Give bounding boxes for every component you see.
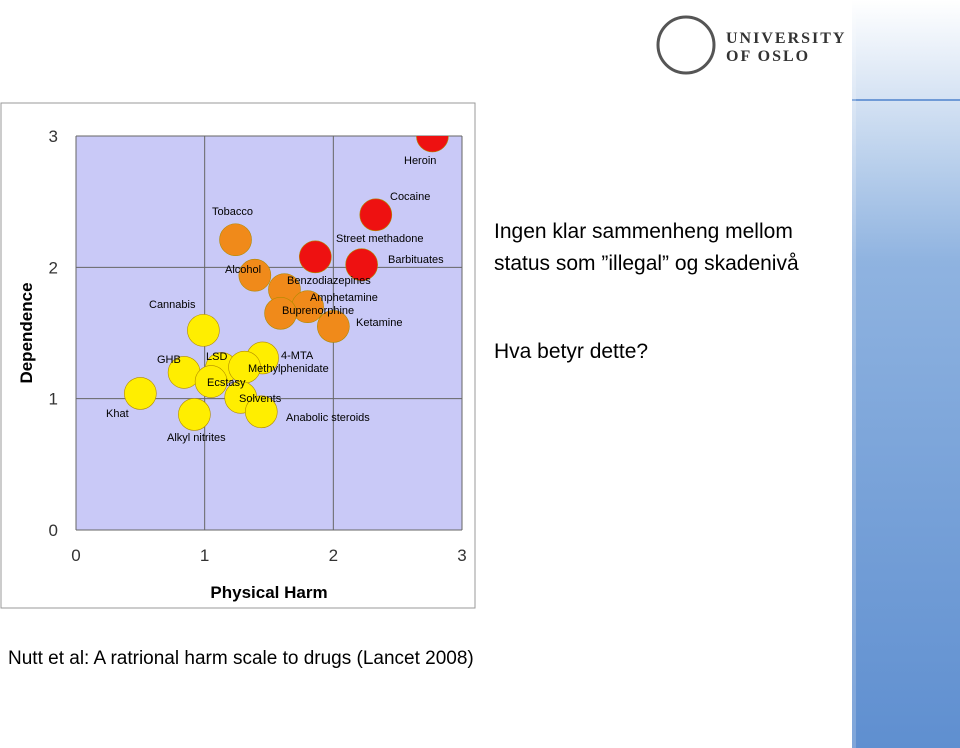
point <box>299 240 332 274</box>
point-label: Street methadone <box>336 233 423 245</box>
y-axis-label: Dependence <box>17 282 36 383</box>
point <box>345 248 378 282</box>
point-label: Methylphenidate <box>248 363 329 375</box>
point-label: Solvents <box>239 393 282 405</box>
point-label: Cannabis <box>149 299 196 311</box>
point-label: Barbituates <box>388 254 444 266</box>
decor-edge <box>852 0 856 748</box>
point <box>317 310 350 343</box>
y-tick-label: 3 <box>49 127 58 146</box>
x-tick-label: 3 <box>457 546 466 565</box>
point-label: Alcohol <box>225 264 261 276</box>
logo-text: OF OSLO <box>726 48 810 65</box>
point-label: Anabolic steroids <box>286 412 370 424</box>
point-label: LSD <box>206 351 227 363</box>
y-tick-label: 1 <box>49 390 58 409</box>
x-axis-label: Physical Harm <box>210 583 327 602</box>
point <box>244 395 278 429</box>
y-tick-label: 0 <box>49 521 58 540</box>
slide-text: Ingen klar sammenheng mellom <box>494 220 793 243</box>
point-label: Tobacco <box>212 206 253 218</box>
point <box>264 296 297 330</box>
point <box>178 398 211 431</box>
y-tick-label: 2 <box>49 258 58 277</box>
x-tick-label: 0 <box>71 546 80 565</box>
point <box>187 314 220 347</box>
point-label: Cocaine <box>390 191 430 203</box>
slide-question: Hva betyr dette? <box>494 340 648 363</box>
point-label: Ecstasy <box>207 377 246 389</box>
point-label: Benzodiazepines <box>287 275 371 287</box>
point-label: Heroin <box>404 155 436 167</box>
plot-area <box>76 136 462 530</box>
point-label: 4-MTA <box>281 350 314 362</box>
point <box>416 136 449 153</box>
point-label: Khat <box>106 408 129 420</box>
logo-text: UNIVERSITY <box>726 30 846 47</box>
chart: 0 1 2 3 0 1 2 3 Physical Harm Dependence Heroin Coc… <box>17 127 467 602</box>
point <box>194 365 228 398</box>
point <box>124 377 157 410</box>
caption: Nutt et al: A ratrional harm scale to dr… <box>8 648 474 669</box>
point <box>219 223 252 257</box>
decor-strip <box>852 0 960 748</box>
point-label: Buprenorphine <box>282 305 354 317</box>
point-label: Alkyl nitrites <box>167 432 226 444</box>
point-label: Amphetamine <box>310 292 378 304</box>
point-label: GHB <box>157 354 181 366</box>
point <box>238 258 272 292</box>
x-tick-label: 2 <box>329 546 338 565</box>
point-label: Ketamine <box>356 317 402 329</box>
logo-seal <box>656 15 716 75</box>
x-tick-label: 1 <box>200 546 209 565</box>
point <box>359 198 393 232</box>
slide-text: status som ”illegal” og skadenivå <box>494 252 799 275</box>
